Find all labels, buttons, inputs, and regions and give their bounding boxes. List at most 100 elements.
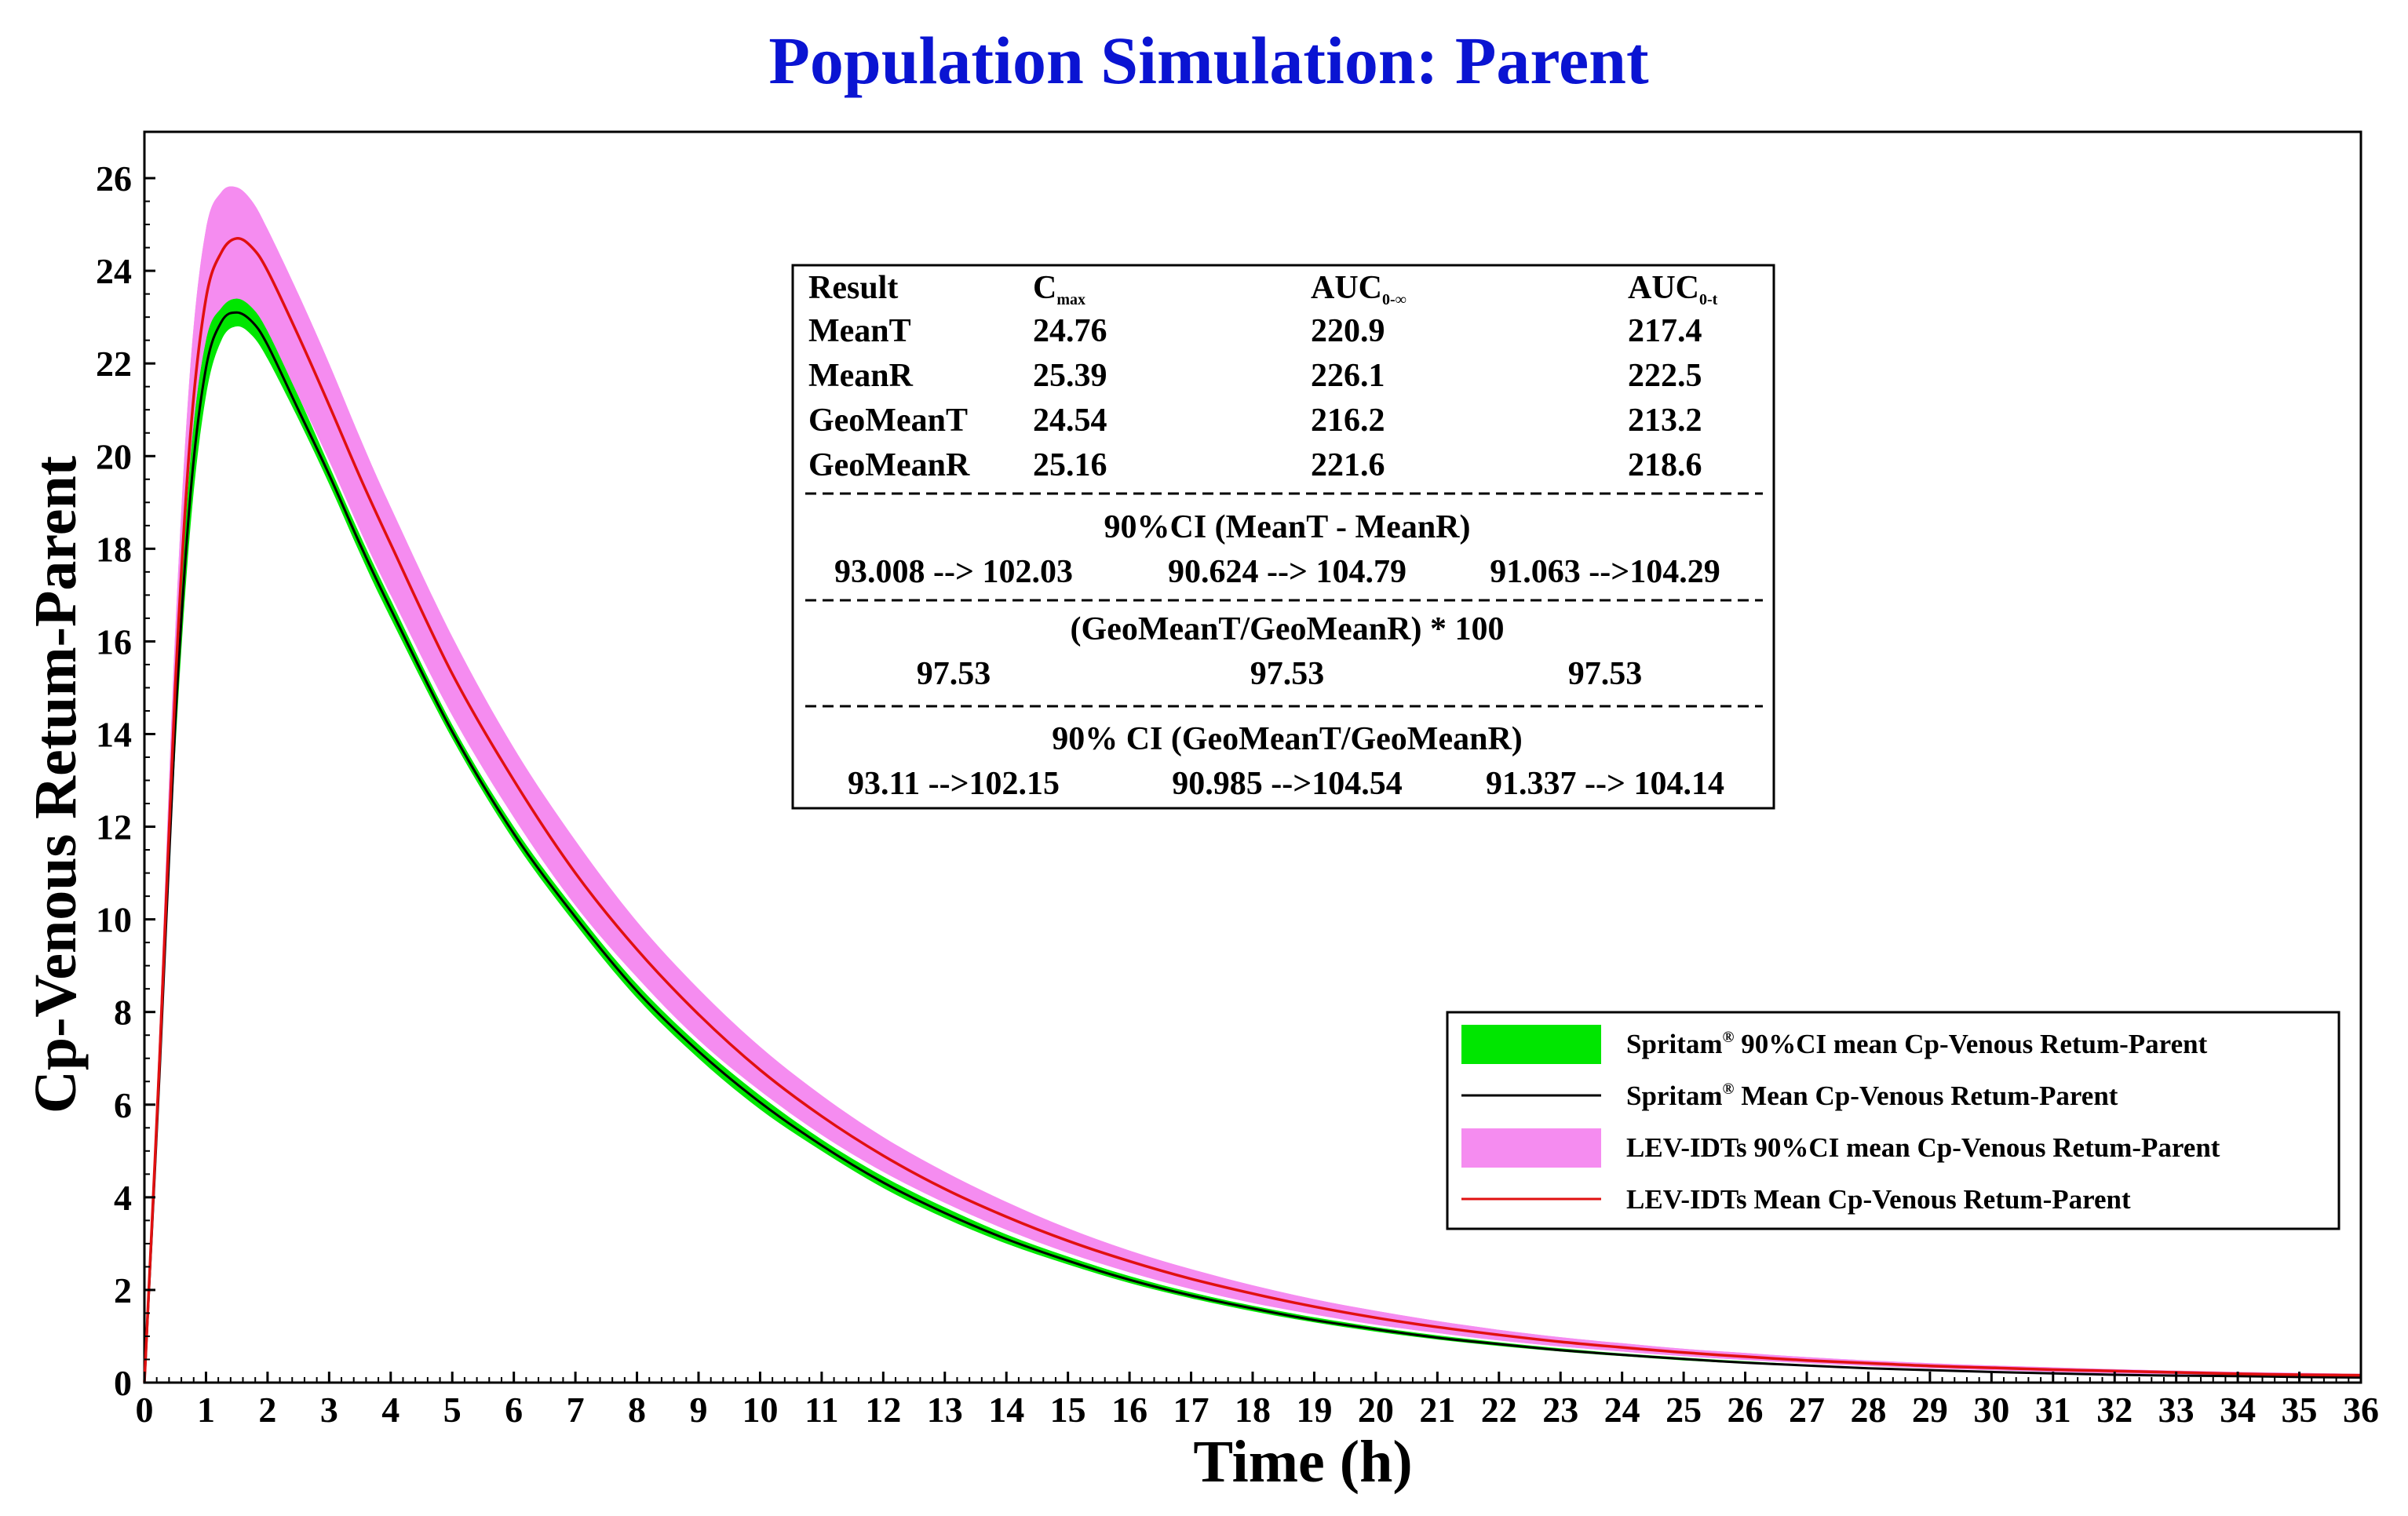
y-tick-label: 4 [114,1178,132,1218]
y-tick-label: 18 [96,529,132,569]
table-section-title: 90%CI (MeanT - MeanR) [1104,509,1470,545]
x-tick-label: 29 [1912,1390,1948,1430]
table-section-value: 90.624 --> 104.79 [1168,554,1406,590]
table-section-value: 97.53 [917,656,991,692]
table-cell: 25.16 [1033,447,1107,483]
legend-label-rest: 90%CI mean Cp-Venous Retum-Parent [1734,1029,2207,1059]
table-section-value: 97.53 [1250,656,1325,692]
table-cell: 24.54 [1033,403,1107,439]
y-axis-label: Cp-Venous Retum-Parent [23,456,89,1113]
x-tick-label: 32 [2096,1390,2133,1430]
spritam-mean-line [143,311,2362,1383]
legend-label: LEV-IDTs 90%CI mean Cp-Venous Retum-Pare… [1626,1132,2220,1163]
legend-swatch [1461,1025,1601,1064]
x-tick-label: 28 [1850,1390,1886,1430]
x-tick-label: 21 [1419,1390,1455,1430]
x-tick-label: 2 [258,1390,276,1430]
x-tick-label: 25 [1666,1390,1702,1430]
x-tick-label: 17 [1173,1390,1209,1430]
table-header: Result [808,270,898,306]
table-section-title: 90% CI (GeoMeanT/GeoMeanR) [1052,721,1523,757]
x-tick-label: 18 [1235,1390,1271,1430]
legend-label: Spritam® 90%CI mean Cp-Venous Retum-Pare… [1626,1029,2208,1059]
x-tick-label: 24 [1604,1390,1640,1430]
table-cell: MeanR [808,358,914,394]
x-tick-label: 35 [2282,1390,2318,1430]
table-cell: GeoMeanR [808,447,970,483]
results-table-frame [791,264,1775,810]
x-tick-label: 5 [443,1390,462,1430]
table-header-sub: 0-∞ [1382,291,1406,308]
x-tick-label: 19 [1296,1390,1332,1430]
table-section-title: (GeoMeanT/GeoMeanR) * 100 [1071,611,1505,647]
table-cell: 221.6 [1311,447,1385,483]
table-section-value: 91.063 -->104.29 [1490,554,1720,590]
table-header: Cmax [1033,270,1085,308]
table-cell: 226.1 [1311,358,1385,394]
table-header-main: AUC [1628,270,1699,306]
x-tick-label: 22 [1481,1390,1517,1430]
legend-swatch [1461,1128,1601,1168]
x-tick-label: 14 [988,1390,1024,1430]
table-cell: 213.2 [1628,403,1702,439]
table-section-value: 97.53 [1568,656,1643,692]
y-tick-label: 6 [114,1085,132,1125]
table-header: AUC0-t [1628,270,1718,308]
x-tick-label: 9 [690,1390,708,1430]
y-tick-label: 16 [96,621,132,661]
x-tick-label: 10 [742,1390,778,1430]
y-tick-label: 20 [96,436,132,476]
x-tick-label: 3 [320,1390,338,1430]
legend-label-main: Spritam [1626,1029,1723,1059]
table-header-main: Result [808,270,898,306]
x-tick-label: 8 [628,1390,646,1430]
axes: 0 1 2 3 4 5 6 7 8 9 10 11 12 13 14 15 16 17 18 19 20 21 22 23 24… [96,159,2379,1430]
x-tick-label: 15 [1050,1390,1086,1430]
x-tick-label: 30 [1973,1390,2009,1430]
y-tick-label: 8 [114,993,132,1033]
legend-label-sup: ® [1723,1029,1735,1046]
table-section-value: 90.985 -->104.54 [1172,766,1402,802]
table-cell: 25.39 [1033,358,1107,394]
x-tick-label: 20 [1358,1390,1394,1430]
legend-label-rest: Mean Cp-Venous Retum-Parent [1734,1081,2118,1111]
legend-label: LEV-IDTs Mean Cp-Venous Retum-Parent [1626,1184,2131,1215]
x-tick-label: 4 [381,1390,400,1430]
x-tick-label: 1 [197,1390,215,1430]
x-tick-label: 27 [1789,1390,1825,1430]
table-header-main: AUC [1311,270,1382,306]
table-header-sub: max [1056,291,1085,308]
legend-label-main: LEV-IDTs 90%CI mean Cp-Venous Retum-Pare… [1626,1132,2220,1163]
y-tick-label: 0 [114,1363,132,1403]
table-section-value: 91.337 --> 104.14 [1486,766,1724,802]
table-cell: 217.4 [1628,313,1702,349]
legend: Spritam® 90%CI mean Cp-Venous Retum-Pare… [1446,1011,2341,1230]
table-header-main: C [1033,270,1056,306]
legend-label: Spritam® Mean Cp-Venous Retum-Parent [1626,1081,2118,1111]
x-tick-label: 12 [865,1390,901,1430]
y-tick-label: 24 [96,251,132,291]
mean-lines [143,236,2362,1383]
table-section-value: 93.008 --> 102.03 [834,554,1073,590]
x-tick-label: 0 [136,1390,154,1430]
table-header-sub: 0-t [1699,291,1718,308]
table-cell: 222.5 [1628,358,1702,394]
y-tick-label: 10 [96,900,132,940]
table-cell: 218.6 [1628,447,1702,483]
y-tick-label: 14 [96,714,132,754]
x-tick-label: 36 [2343,1390,2379,1430]
y-tick-label: 12 [96,807,132,847]
x-tick-label: 23 [1542,1390,1578,1430]
y-tick-label: 2 [114,1270,132,1310]
x-axis-label: Time (h) [1193,1429,1412,1495]
x-tick-label: 16 [1111,1390,1147,1430]
chart-title: Population Simulation: Parent [768,23,1649,98]
x-tick-label: 11 [804,1390,838,1430]
x-tick-label: 6 [505,1390,523,1430]
table-cell: 216.2 [1311,403,1385,439]
x-tick-label: 7 [567,1390,585,1430]
x-tick-label: 26 [1728,1390,1764,1430]
table-cell: 24.76 [1033,313,1107,349]
legend-label-main: Spritam [1626,1081,1723,1111]
